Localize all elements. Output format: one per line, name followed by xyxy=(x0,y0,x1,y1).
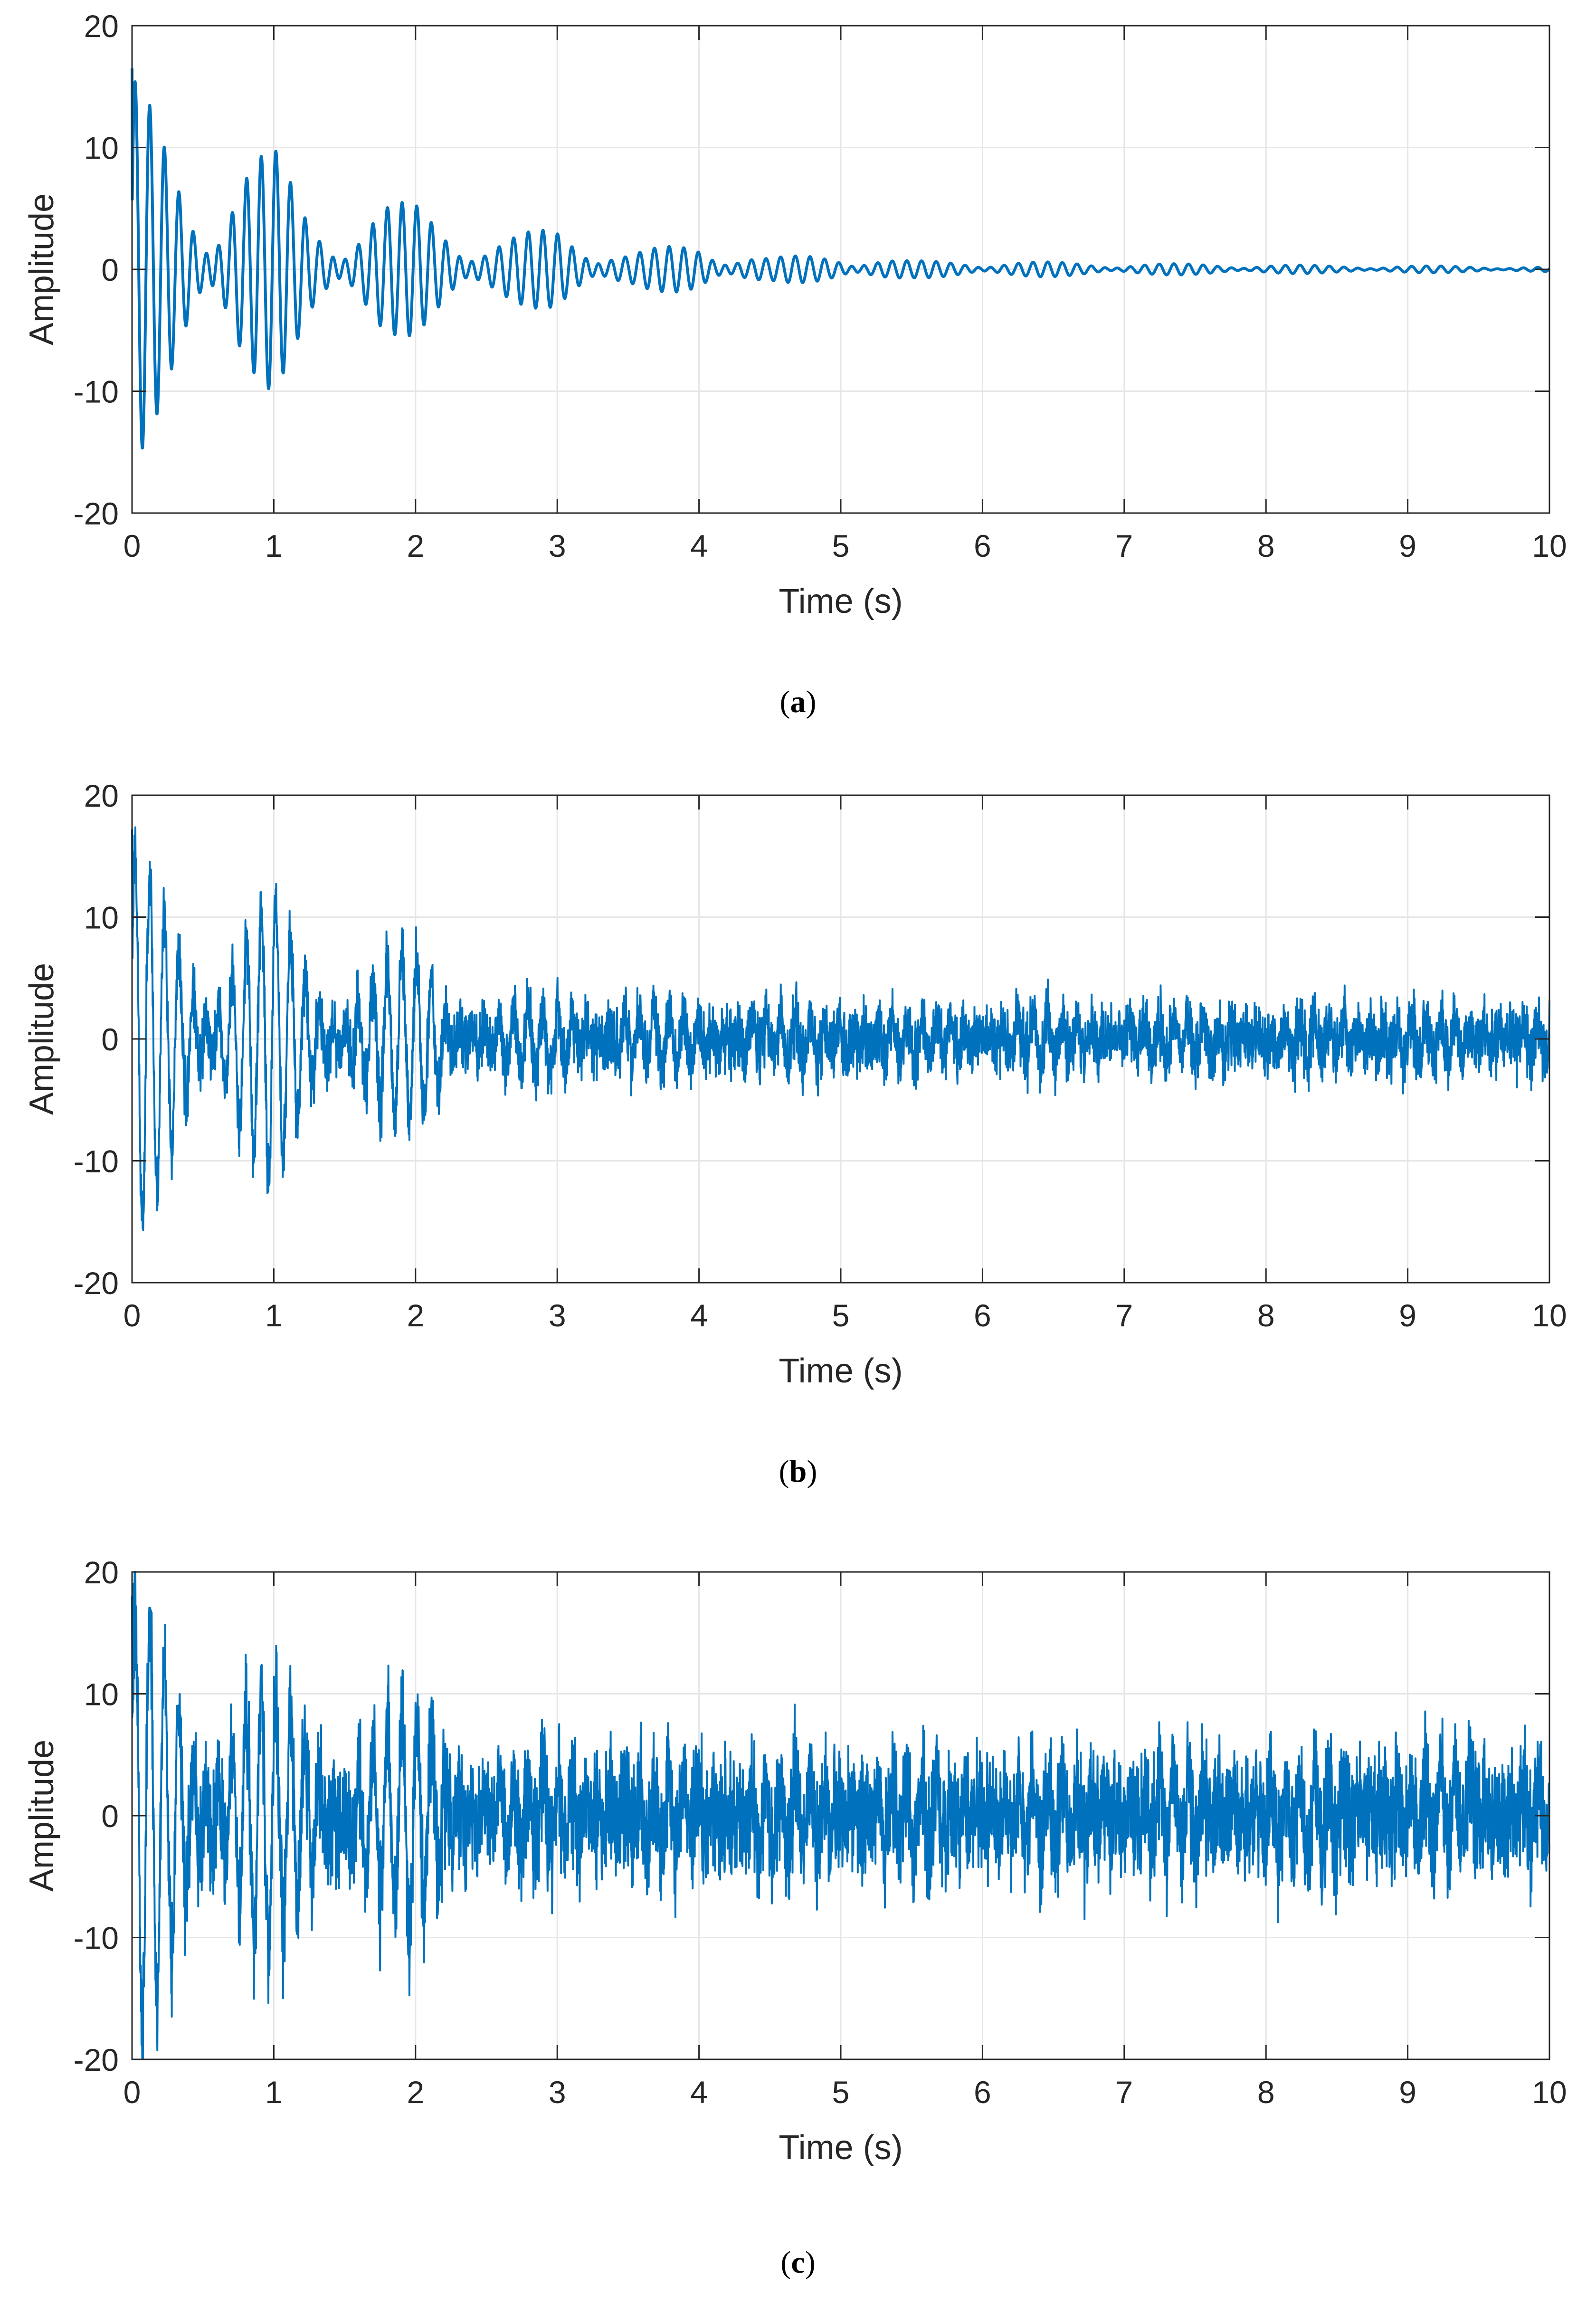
x-tick-label: 10 xyxy=(1532,1298,1567,1333)
x-tick-label: 1 xyxy=(265,2075,283,2110)
y-tick-label: 0 xyxy=(101,1022,119,1057)
x-tick-label: 9 xyxy=(1399,2075,1416,2110)
chart-panel-b: 0 1 2 3 4 5 6 7 8 9 10 -20 -10 0 10 20 Time (s) Amplitude… xyxy=(0,770,1596,1511)
y-tick-label: -10 xyxy=(74,374,119,409)
signal-line xyxy=(131,68,1551,450)
x-tick-label: 6 xyxy=(974,1298,991,1333)
x-tick-label: 2 xyxy=(407,2075,424,2110)
x-tick-label: 3 xyxy=(549,2075,566,2110)
x-tick-label: 9 xyxy=(1399,1298,1416,1333)
chart-panel-c: 0 1 2 3 4 5 6 7 8 9 10 -20 -10 0 10 20 Time (s) Amplitude… xyxy=(0,1546,1596,2306)
x-tick-label: 2 xyxy=(407,1298,424,1333)
chart-c: 0 1 2 3 4 5 6 7 8 9 10 -20 -10 0 10 20 Time (s) Amplitude xyxy=(23,1555,1567,2167)
x-tick-label: 9 xyxy=(1399,528,1416,563)
x-tick-label: 3 xyxy=(549,528,566,563)
x-tick-label: 0 xyxy=(124,1298,141,1333)
y-tick-label: 10 xyxy=(84,1677,119,1712)
caption-b: (b) xyxy=(779,1454,817,1489)
y-tick-label: -20 xyxy=(74,1266,119,1301)
y-tick-label: 20 xyxy=(84,9,119,44)
x-tick-label: 6 xyxy=(974,2075,991,2110)
y-tick-label: 20 xyxy=(84,1555,119,1590)
chart-panel-a: 0 1 2 3 4 5 6 7 8 9 10 -20 -10 0 10 20 Time (s) Amplitude… xyxy=(0,0,1596,741)
x-tick-label: 0 xyxy=(124,528,141,563)
x-tick-label: 7 xyxy=(1115,2075,1133,2110)
chart-b: 0 1 2 3 4 5 6 7 8 9 10 -20 -10 0 10 20 Time (s) Amplitude xyxy=(23,778,1567,1390)
x-tick-label: 1 xyxy=(265,528,283,563)
y-axis-label: Amplitude xyxy=(23,1740,61,1892)
x-tick-label: 7 xyxy=(1115,1298,1133,1333)
caption-a: (a) xyxy=(779,685,817,719)
x-tick-label: 1 xyxy=(265,1298,283,1333)
x-tick-label: 8 xyxy=(1257,2075,1275,2110)
y-tick-label: -10 xyxy=(74,1921,119,1956)
x-tick-label: 4 xyxy=(690,528,708,563)
x-axis-label: Time (s) xyxy=(779,582,902,620)
axes xyxy=(131,25,1550,514)
x-tick-label: 8 xyxy=(1257,1298,1275,1333)
y-axis-label: Amplitude xyxy=(23,193,61,345)
x-tick-label: 0 xyxy=(124,2075,141,2110)
axes xyxy=(131,1571,1550,2060)
x-tick-label: 3 xyxy=(549,1298,566,1333)
x-tick-label: 4 xyxy=(690,2075,708,2110)
x-tick-label: 10 xyxy=(1532,528,1567,563)
y-tick-label: 0 xyxy=(101,1799,119,1834)
y-tick-label: 0 xyxy=(101,252,119,287)
y-tick-label: -10 xyxy=(74,1144,119,1179)
y-tick-label: -20 xyxy=(74,2042,119,2077)
y-tick-label: 10 xyxy=(84,900,119,935)
x-tick-label: 4 xyxy=(690,1298,708,1333)
y-tick-label: 10 xyxy=(84,131,119,166)
chart-a: 0 1 2 3 4 5 6 7 8 9 10 -20 -10 0 10 20 Time (s) Amplitude xyxy=(23,9,1567,620)
x-tick-label: 7 xyxy=(1115,528,1133,563)
x-tick-label: 5 xyxy=(832,1298,850,1333)
signal-line xyxy=(131,826,1550,1231)
signal-line xyxy=(131,1571,1550,2060)
x-tick-label: 8 xyxy=(1257,528,1275,563)
y-tick-label: 20 xyxy=(84,778,119,813)
x-axis-label: Time (s) xyxy=(779,2129,902,2167)
x-axis-label: Time (s) xyxy=(779,1352,902,1390)
caption-c: (c) xyxy=(780,2245,816,2280)
x-tick-label: 5 xyxy=(832,2075,850,2110)
x-tick-label: 2 xyxy=(407,528,424,563)
x-tick-label: 6 xyxy=(974,528,991,563)
x-tick-label: 10 xyxy=(1532,2075,1567,2110)
axes xyxy=(131,794,1550,1284)
y-tick-label: -20 xyxy=(74,496,119,531)
x-tick-label: 5 xyxy=(832,528,850,563)
y-axis-label: Amplitude xyxy=(23,963,61,1115)
